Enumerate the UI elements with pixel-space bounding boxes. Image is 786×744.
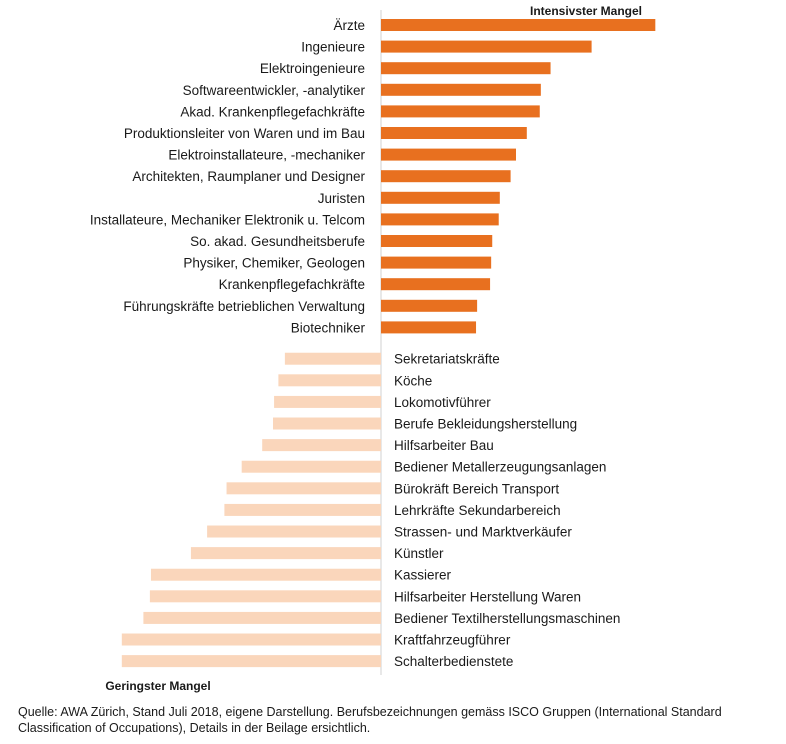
bar-low-7 [224,503,381,516]
bar-high-7 [381,170,511,183]
legend-label-bottom: Geringster Mangel [105,679,210,693]
bar-high-13 [381,299,478,312]
bar-low-13 [121,633,382,646]
bar-high-3 [381,83,541,96]
category-label-low-2: Lokomotivführer [394,395,491,410]
bar-high-4 [381,105,540,118]
bar-high-5 [381,127,527,139]
bar-high-10 [381,235,493,247]
bar-high-14 [381,321,477,334]
category-label-high-1: Ingenieure [301,40,365,55]
category-label-low-12: Bediener Textilherstellungsmaschinen [394,611,620,626]
plot-area: Ärzte Ingenieure Elektroingenieure Software… [90,10,656,675]
bar-low-8 [207,525,381,538]
bar-high-1 [381,40,592,53]
category-label-low-3: Berufe Bekleidungsherstellung [394,417,577,432]
category-label-high-9: Installateure, Mechaniker Elektronik u. … [90,212,365,227]
category-label-low-9: Künstler [394,546,444,561]
category-label-high-2: Elektroingenieure [260,61,365,76]
category-label-low-5: Bediener Metallerzeugungsanlagen [394,460,606,475]
bar-high-6 [381,148,516,161]
bar-low-10 [150,568,381,581]
bar-low-11 [149,590,381,603]
category-label-low-11: Hilfsarbeiter Herstellung Waren [394,589,581,604]
category-label-low-10: Kassierer [394,568,452,583]
legend-label-top: Intensivster Mangel [530,4,642,18]
category-label-high-3: Softwareentwickler, -analytiker [183,83,366,98]
category-label-low-14: Schalterbedienstete [394,654,513,669]
category-label-high-12: Krankenpflegefachkräfte [219,277,365,292]
bar-high-11 [381,256,492,269]
category-label-low-7: Lehrkräfte Sekundarbereich [394,503,561,518]
bar-low-2 [274,395,381,408]
category-label-high-4: Akad. Krankenpflegefachkräfte [180,104,365,119]
category-label-high-7: Architekten, Raumplaner und Designer [132,169,365,184]
bar-low-0 [284,352,381,365]
bar-high-9 [381,213,499,226]
category-label-high-13: Führungskräfte betrieblichen Verwaltung [123,299,365,314]
bar-low-3 [273,417,381,430]
category-label-high-14: Biotechniker [291,320,366,335]
bar-high-12 [381,278,491,291]
source-note: Quelle: AWA Zürich, Stand Juli 2018, eig… [18,705,722,735]
category-label-low-8: Strassen- und Marktverkäufer [394,525,572,540]
bar-low-1 [278,374,381,387]
bar-low-9 [190,547,381,560]
bar-low-4 [262,439,381,452]
bar-low-5 [241,460,381,473]
category-label-high-8: Juristen [318,191,365,206]
bar-high-2 [381,62,551,75]
category-label-high-11: Physiker, Chemiker, Geologen [183,256,365,271]
bar-low-12 [143,611,381,624]
category-label-high-0: Ärzte [333,18,365,33]
bar-high-0 [381,19,656,31]
category-label-low-6: Bürokräft Bereich Transport [394,481,559,496]
category-label-high-5: Produktionsleiter von Waren und im Bau [124,126,365,141]
bar-low-14 [121,655,382,668]
category-label-high-10: So. akad. Gesundheitsberufe [190,234,365,249]
category-label-low-0: Sekretariatskräfte [394,352,500,367]
category-label-high-6: Elektroinstallateure, -mechaniker [168,148,365,163]
shortage-bar-chart: Ärzte Ingenieure Elektroingenieure Software… [90,4,656,693]
bar-low-6 [226,482,381,495]
category-label-low-4: Hilfsarbeiter Bau [394,438,494,453]
category-label-low-1: Köche [394,373,432,388]
category-label-low-13: Kraftfahrzeugführer [394,633,511,648]
bar-high-8 [381,191,500,204]
